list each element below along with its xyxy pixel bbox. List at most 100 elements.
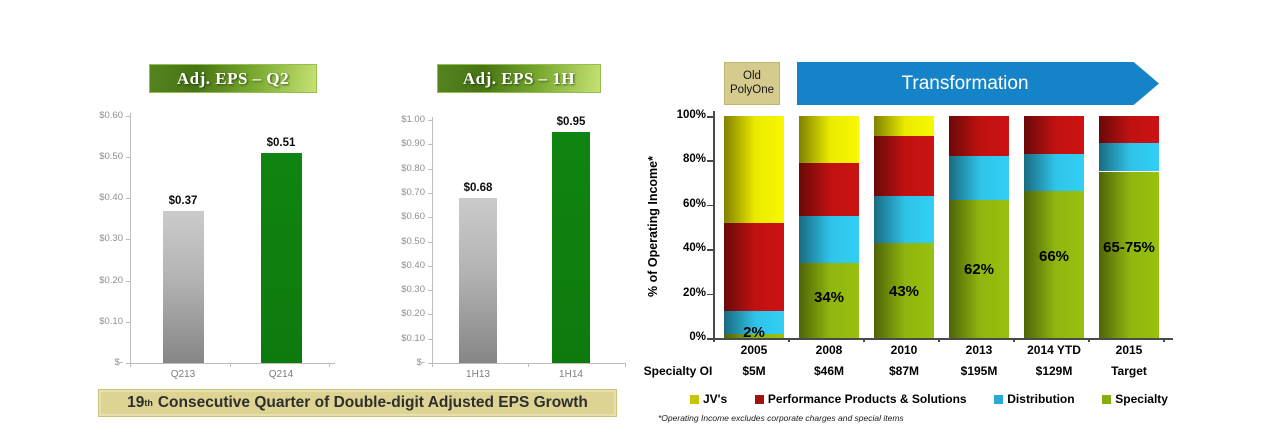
y-tick-label: $0.20 [401,308,425,320]
x-category-label: 1H14 [559,369,583,380]
chart-adj-eps-1h: $- $0.10 $0.20 $0.30 $0.40 $0.50 $0.60 $0.70 $0.… [385,100,635,405]
segment-jv-s [724,116,784,223]
bar-percent-label: 62% [963,261,995,278]
bar-percent-label: 43% [888,283,920,300]
y-tick-mark [428,168,432,170]
bar-value-label: $0.68 [463,182,493,194]
y-tick-mark [428,363,432,364]
x-tick-mark [788,338,790,342]
y-tick-mark [707,293,713,296]
segment-jv-s [874,116,934,136]
specialty-oi-value: $5M [742,364,766,378]
legend-label: Distribution [1007,392,1075,406]
legend-swatch-icon [754,394,764,404]
legend-label: Specialty [1115,392,1168,406]
y-tick-label: $0.60 [401,211,425,223]
bar-value-label: $0.37 [168,195,198,207]
y-tick-label: $1.00 [401,114,425,125]
segment-distribution [1099,142,1159,172]
y-tick-label: $0.20 [99,274,123,286]
y-tick-mark [428,144,432,146]
y-tick-label: $0.80 [401,162,425,174]
y-tick-mark [428,241,432,243]
x-category-label: 2010 [890,343,918,357]
y-tick-mark [707,204,713,207]
y-tick-label: 60% [682,197,706,210]
y-tick-label: 40% [682,242,706,255]
footnote: *Operating Income excludes corporate cha… [658,413,904,423]
chart-operating-income-mix: Old PolyOne Transformation % of Operatin… [640,55,1263,439]
legend-swatch-icon [1102,394,1112,404]
y-tick-mark [428,338,432,340]
x-tick-mark [432,363,433,367]
x-tick-mark [625,363,626,367]
y-tick-label: $0.50 [99,151,123,162]
y-tick-mark [126,115,130,117]
legend-label: Performance Products & Solutions [767,392,967,406]
x-tick-mark [1013,338,1015,342]
x-category-label: Q214 [268,369,294,380]
x-category-label: 2014 YTD [1027,343,1081,357]
segment-performance-products-solutions [1099,116,1159,143]
x-category-label: Q213 [170,369,196,380]
y-tick-mark [707,116,713,118]
y-tick-label: $0.70 [401,186,425,198]
y-tick-mark [126,363,130,364]
x-category-label: 1H13 [466,369,490,380]
transformation-arrow-label: Transformation [901,72,1029,94]
segment-specialty [799,262,859,338]
x-tick-mark [863,338,865,342]
y-tick-mark [126,198,130,200]
segment-performance-products-solutions [799,162,859,216]
y-tick-mark [126,321,130,323]
segment-distribution [874,195,934,243]
x-tick-mark [528,363,529,367]
segment-distribution [1024,153,1084,192]
banner-text: Consecutive Quarter of Double-digit Adju… [157,394,588,411]
legend-swatch-icon [690,394,699,404]
specialty-oi-value: $129M [1035,364,1073,378]
y-tick-label: $- [114,357,123,368]
y-tick-label: 0% [689,331,706,343]
y-tick-label: $0.30 [99,233,123,245]
legend-item: Specialty [1102,392,1168,406]
y-axis-line [713,111,715,339]
bar-value-label: $0.51 [266,137,296,149]
x-category-label: 2015 [1115,343,1143,357]
x-category-label: 2013 [965,343,993,357]
x-axis-line [130,363,335,364]
x-tick-mark [1088,338,1090,342]
y-tick-mark [428,265,432,267]
segment-distribution [799,215,859,263]
legend-label: JV's [703,392,728,406]
y-tick-label: $0.40 [99,192,123,204]
old-polyone-label: Old PolyOne [724,62,780,105]
segment-performance-products-solutions [949,116,1009,156]
segment-specialty [724,333,784,338]
y-tick-mark [126,157,130,158]
legend-item: JV's [690,392,727,406]
y-tick-mark [707,160,713,162]
x-tick-mark [230,363,231,367]
segment-specialty [949,200,1009,338]
y-tick-label: $0.10 [401,332,425,344]
bar-1H14 [552,132,590,363]
y-tick-label: $0.40 [401,259,425,271]
y-tick-mark [707,249,713,251]
x-tick-mark [713,338,715,342]
specialty-oi-value: Target [1111,364,1147,378]
banner-number: 19 [127,394,145,411]
bar-percent-label: 65-75% [1103,239,1155,256]
segment-specialty [1024,191,1084,338]
y-tick-label: $0.50 [401,235,425,247]
segment-jv-s [799,116,859,163]
y-axis-line [130,112,131,364]
x-tick-mark [1163,338,1165,342]
chart-q2-title: Adj. EPS – Q2 [149,64,317,93]
y-tick-label: 80% [682,153,706,166]
bar-percent-label: 34% [813,289,845,306]
chart-1h-title: Adj. EPS – 1H [437,64,601,93]
y-tick-label: 20% [682,286,706,299]
